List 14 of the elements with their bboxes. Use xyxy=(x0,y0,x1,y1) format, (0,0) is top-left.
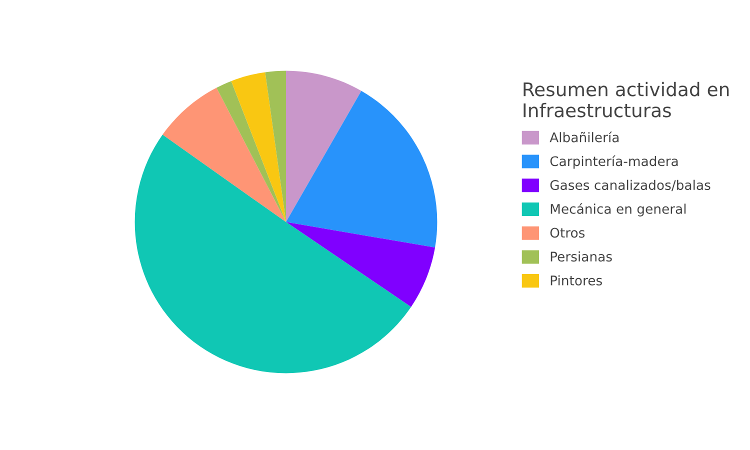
pie-slice xyxy=(286,222,436,307)
legend-label: Mecánica en general xyxy=(550,203,686,216)
pie-slice xyxy=(162,88,286,222)
legend-label: Carpintería-madera xyxy=(550,155,678,169)
pie-slice xyxy=(286,70,362,222)
legend-label: Albañilería xyxy=(550,132,619,142)
pie-slice xyxy=(134,134,412,374)
legend-label: Pintores xyxy=(550,275,602,286)
legend-label: Gases canalizados/balas xyxy=(550,180,710,192)
pie-slice xyxy=(286,90,438,248)
legend-title: Resumen actividad en Infraestructuras xyxy=(524,82,729,118)
legend-label: Persianas xyxy=(550,251,612,262)
pie-slice xyxy=(231,72,286,222)
legend-label: Otros xyxy=(550,228,585,238)
